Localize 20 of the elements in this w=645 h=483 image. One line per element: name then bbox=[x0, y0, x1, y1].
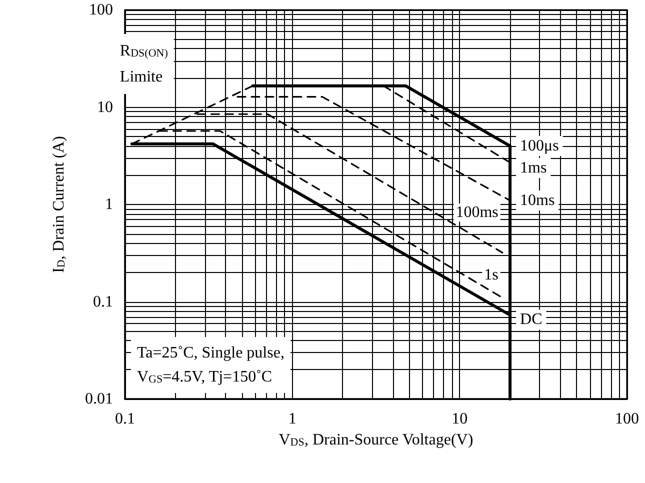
series-label: 10ms bbox=[520, 192, 555, 209]
series-label: 1ms bbox=[520, 159, 547, 176]
annotation: VGS=4.5V, Tj=150˚C bbox=[137, 368, 272, 386]
y-tick-label: 0.1 bbox=[93, 293, 113, 310]
series-label: 100ms bbox=[456, 204, 498, 222]
y-tick-label: 0.01 bbox=[85, 390, 113, 408]
x-tick-label: 0.1 bbox=[115, 410, 135, 428]
y-axis-title: ID, Drain Current (A) bbox=[50, 136, 68, 273]
text: RDS(ON) Limite bbox=[120, 42, 168, 86]
annotation: Ta=25˚C, Single pulse, bbox=[137, 344, 284, 362]
y-tick-label: 10 bbox=[97, 98, 113, 116]
y-tick-label: 100 bbox=[89, 2, 113, 18]
x-tick-label: 10 bbox=[452, 410, 468, 428]
x-tick-label: 100 bbox=[615, 410, 639, 428]
series-label: 1s bbox=[484, 266, 498, 284]
x-axis-title: VDS, Drain-Source Voltage(V) bbox=[278, 431, 474, 448]
series-label: DC bbox=[520, 311, 542, 328]
y-tick-label: 1 bbox=[105, 196, 113, 213]
x-tick-label: 1 bbox=[288, 410, 296, 428]
series-label: 100μs bbox=[520, 137, 559, 154]
